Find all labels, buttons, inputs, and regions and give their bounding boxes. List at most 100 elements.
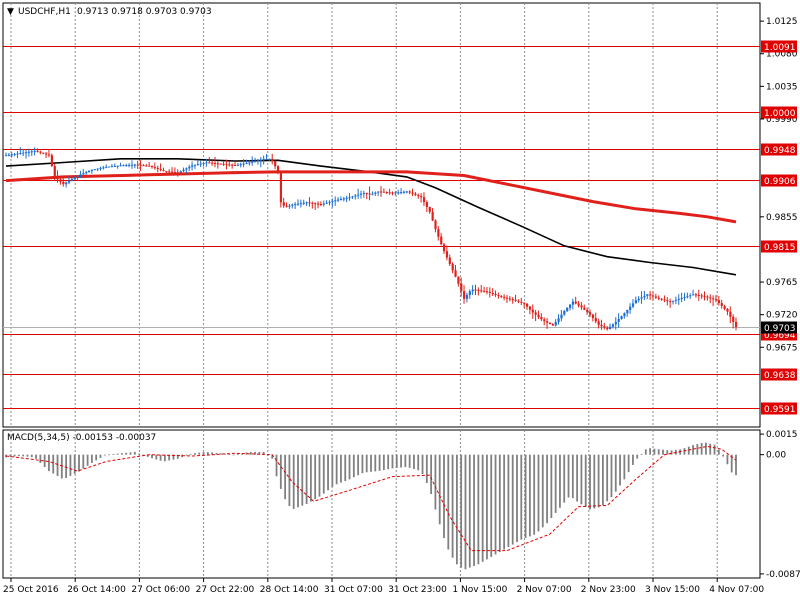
macd-bar bbox=[709, 443, 712, 455]
candle-body bbox=[560, 314, 563, 319]
candle-body bbox=[334, 200, 337, 202]
candle-body bbox=[225, 164, 228, 166]
menu-arrow-icon[interactable]: ▼ bbox=[7, 7, 14, 17]
macd-bar bbox=[730, 454, 733, 473]
candle-body bbox=[45, 153, 48, 155]
candle-body bbox=[726, 308, 729, 312]
candle-body bbox=[151, 166, 154, 168]
macd-bar bbox=[327, 454, 329, 491]
macd-bar bbox=[550, 454, 553, 519]
candle-body bbox=[279, 171, 283, 203]
macd-bar bbox=[473, 454, 475, 566]
macd-bar bbox=[627, 454, 630, 473]
candle-body bbox=[128, 164, 131, 166]
macd-bar bbox=[722, 454, 725, 457]
time-tick-label-3: 27 Oct 22:00 bbox=[196, 585, 255, 595]
candle-body bbox=[231, 164, 234, 166]
candle-body bbox=[133, 164, 137, 166]
candle-body bbox=[614, 321, 617, 325]
candle-body bbox=[594, 318, 597, 322]
candle-body bbox=[259, 159, 262, 161]
macd-bar bbox=[438, 454, 441, 525]
macd-bar bbox=[378, 454, 381, 471]
candle-body bbox=[377, 191, 380, 193]
candle-body bbox=[362, 192, 366, 194]
candle-body bbox=[443, 244, 446, 252]
candle-body bbox=[90, 169, 94, 171]
candle-body bbox=[122, 165, 125, 167]
macd-bar bbox=[434, 454, 437, 510]
macd-bar bbox=[172, 454, 175, 460]
macd-bar bbox=[48, 454, 50, 472]
macd-tick-label-0: 0.0015 bbox=[766, 430, 798, 440]
candle-body bbox=[53, 166, 56, 177]
macd-bar bbox=[318, 454, 321, 497]
candle-body bbox=[468, 291, 471, 295]
candle-body bbox=[611, 324, 615, 327]
candle-body bbox=[586, 309, 589, 313]
macd-bar bbox=[554, 454, 557, 513]
candle-body bbox=[508, 298, 512, 300]
candle-body bbox=[505, 297, 509, 299]
candle-body bbox=[440, 236, 443, 245]
candle-body bbox=[222, 163, 225, 165]
candle-body bbox=[649, 294, 652, 296]
macd-bar bbox=[387, 454, 390, 470]
candle-body bbox=[348, 197, 351, 199]
candle-body bbox=[56, 176, 59, 180]
macd-bar bbox=[284, 454, 287, 500]
macd-bar bbox=[65, 454, 68, 478]
macd-bar bbox=[163, 454, 166, 462]
candle-body bbox=[551, 324, 554, 326]
candle-body bbox=[520, 301, 523, 303]
macd-bar bbox=[601, 454, 604, 506]
macd-bar bbox=[215, 452, 218, 455]
candle-body bbox=[623, 313, 626, 317]
macd-bar bbox=[95, 454, 98, 461]
horizontal-levels[interactable] bbox=[3, 46, 760, 409]
macd-bar bbox=[421, 454, 424, 475]
candle-body bbox=[583, 307, 586, 310]
macd-bar bbox=[391, 454, 394, 469]
candle-body bbox=[168, 171, 171, 173]
candle-body bbox=[720, 303, 723, 306]
macd-bar bbox=[133, 451, 136, 455]
candle-body bbox=[216, 163, 220, 165]
candle-body bbox=[202, 163, 205, 165]
macd-bar bbox=[258, 451, 261, 455]
macd-bar bbox=[374, 454, 377, 472]
candle-body bbox=[139, 164, 142, 166]
candle-body bbox=[159, 169, 162, 171]
macd-bar bbox=[468, 454, 471, 568]
candle-body bbox=[331, 201, 334, 203]
macd-bar bbox=[717, 449, 720, 455]
candle-body bbox=[27, 151, 31, 153]
macd-bar bbox=[567, 454, 570, 498]
candle-body bbox=[288, 205, 291, 207]
macd-bar bbox=[90, 454, 93, 463]
macd-bar bbox=[494, 454, 497, 555]
macd-bar bbox=[370, 454, 372, 472]
candle-body bbox=[666, 300, 669, 302]
candle-body bbox=[99, 167, 102, 169]
candle-body bbox=[606, 327, 609, 330]
candle-body bbox=[308, 202, 311, 204]
macd-bar bbox=[619, 454, 621, 486]
candle-body bbox=[245, 163, 248, 165]
candle-body bbox=[239, 164, 242, 166]
candle-body bbox=[302, 202, 305, 204]
macd-label: MACD(5,34,5) -0.00153 -0.00037 bbox=[7, 433, 156, 443]
candle-body bbox=[548, 322, 552, 325]
candle-body bbox=[156, 168, 159, 170]
macd-bar bbox=[451, 454, 454, 558]
candle-body bbox=[82, 173, 85, 175]
macd-bar bbox=[254, 451, 256, 455]
macd-bar bbox=[146, 454, 149, 457]
candle-body bbox=[603, 326, 606, 328]
price-tick-label-2: 1.0035 bbox=[766, 82, 798, 92]
candle-body bbox=[36, 150, 39, 152]
candle-body bbox=[262, 158, 265, 160]
macd-bar bbox=[404, 454, 407, 468]
